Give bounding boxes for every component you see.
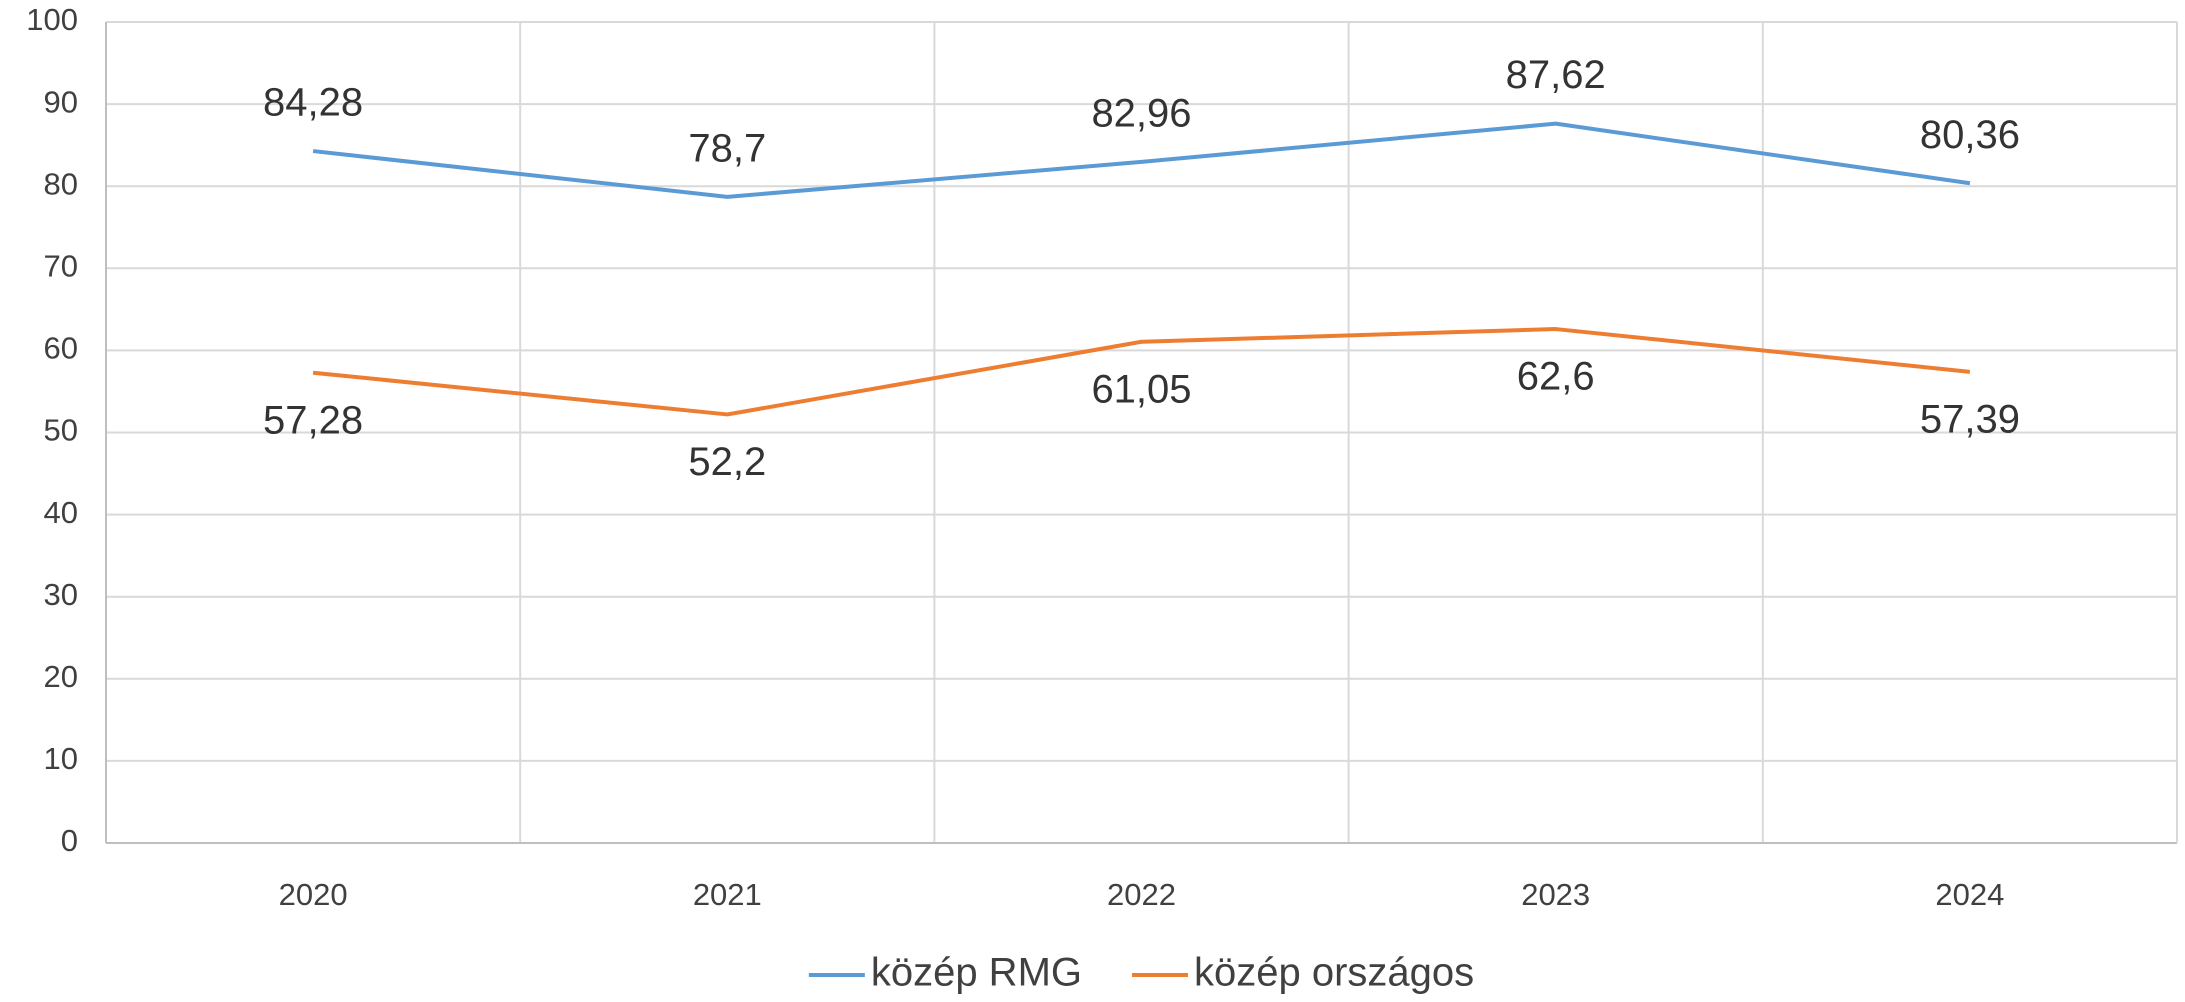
legend-label: közép RMG — [871, 951, 1082, 995]
y-tick-label: 90 — [44, 84, 78, 119]
y-tick-label: 10 — [44, 741, 78, 776]
data-label: 87,62 — [1506, 53, 1606, 97]
series-line — [312, 327, 1971, 417]
y-tick-label: 50 — [44, 413, 78, 448]
y-tick-label: 20 — [44, 659, 78, 694]
y-tick-label: 30 — [44, 577, 78, 612]
data-label: 61,05 — [1091, 367, 1191, 411]
data-label: 57,39 — [1920, 397, 2020, 441]
data-label: 82,96 — [1091, 91, 1191, 135]
y-tick-label: 0 — [61, 823, 78, 858]
x-tick-label: 2020 — [279, 877, 348, 912]
x-tick-label: 2024 — [1935, 877, 2004, 912]
y-tick-label: 40 — [44, 495, 78, 530]
data-label: 57,28 — [263, 398, 363, 442]
data-label: 52,2 — [688, 440, 766, 484]
x-tick-label: 2023 — [1521, 877, 1590, 912]
y-tick-label: 70 — [44, 248, 78, 283]
series-line — [312, 121, 1971, 199]
y-tick-label: 100 — [26, 2, 78, 37]
data-label: 62,6 — [1517, 355, 1595, 399]
y-tick-label: 80 — [44, 166, 78, 201]
x-tick-label: 2022 — [1107, 877, 1176, 912]
legend-label: közép országos — [1194, 951, 1474, 995]
data-label: 78,7 — [688, 126, 766, 170]
x-tick-label: 2021 — [693, 877, 762, 912]
y-tick-label: 60 — [44, 331, 78, 366]
data-label: 84,28 — [263, 81, 363, 125]
data-label: 80,36 — [1920, 113, 2020, 157]
